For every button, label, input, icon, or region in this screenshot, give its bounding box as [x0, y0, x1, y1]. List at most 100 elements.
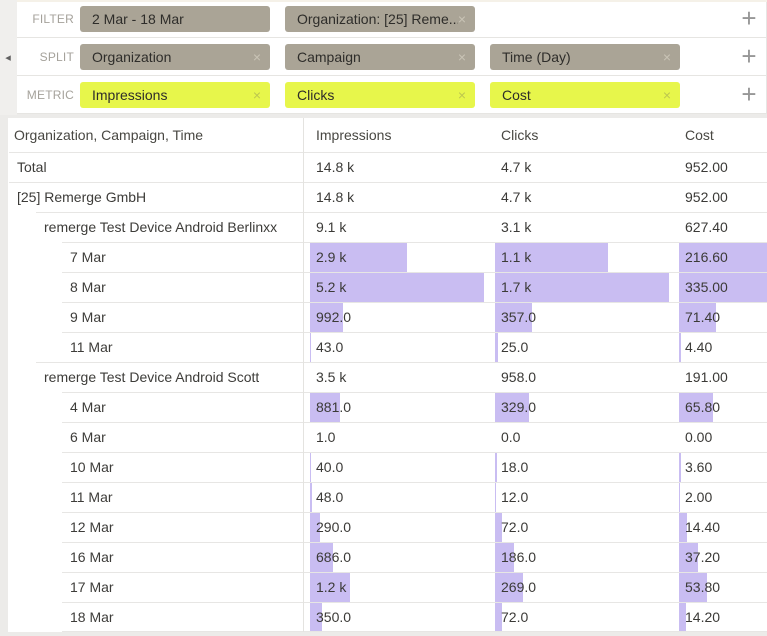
metric-cell: 216.60 — [672, 242, 767, 272]
table-row[interactable]: 11 Mar 48.0 12.0 2.00 — [8, 482, 767, 512]
chip-close-icon[interactable]: × — [662, 86, 671, 103]
metric-cell: 14.40 — [672, 512, 767, 542]
row-label[interactable]: 12 Mar — [70, 519, 114, 535]
row-label[interactable]: 6 Mar — [70, 429, 106, 445]
table-row[interactable]: 11 Mar 43.0 25.0 4.40 — [8, 332, 767, 362]
metric-cell: 5.2 k — [303, 272, 488, 302]
table-row[interactable]: 4 Mar 881.0 329.0 65.80 — [8, 392, 767, 422]
metric-value: 357.0 — [501, 309, 537, 325]
metric-value: 9.1 k — [316, 219, 347, 235]
metric-cell: 53.80 — [672, 572, 767, 602]
add-split-button[interactable]: + — [741, 40, 757, 71]
metric-cell: 357.0 — [488, 302, 672, 332]
split-chip[interactable]: Time (Day) × — [490, 43, 680, 70]
metric-cell: 3.1 k — [488, 212, 672, 242]
metric-cell: 1.1 k — [488, 242, 672, 272]
chip-close-icon[interactable]: × — [457, 10, 466, 27]
row-divider — [62, 602, 767, 603]
table-row[interactable]: 6 Mar 1.0 0.0 0.00 — [8, 422, 767, 452]
row-label[interactable]: 10 Mar — [70, 459, 114, 475]
metric-label: METRIC — [26, 87, 74, 102]
row-label[interactable]: 16 Mar — [70, 549, 114, 565]
add-metric-button[interactable]: + — [741, 78, 757, 109]
table-row[interactable]: [25] Remerge GmbH 14.8 k 4.7 k 952.00 — [8, 182, 767, 212]
filter-label: FILTER — [32, 11, 74, 26]
metric-value: 686.0 — [316, 549, 352, 565]
value-bar — [310, 513, 320, 542]
column-separator — [303, 118, 304, 632]
row-divider — [62, 422, 767, 423]
value-bar — [310, 573, 351, 602]
table-row[interactable]: 9 Mar 992.0 357.0 71.40 — [8, 302, 767, 332]
metric-chip[interactable]: Impressions × — [80, 81, 270, 108]
chip-close-icon[interactable]: × — [252, 86, 261, 103]
metric-cell: 25.0 — [488, 332, 672, 362]
table-row[interactable]: 12 Mar 290.0 72.0 14.40 — [8, 512, 767, 542]
split-chip[interactable]: Campaign × — [285, 43, 475, 70]
row-label[interactable]: 11 Mar — [70, 489, 113, 505]
row-label[interactable]: 11 Mar — [70, 339, 113, 355]
metric-cell: 191.00 — [672, 362, 767, 392]
table-row[interactable]: Total 14.8 k 4.7 k 952.00 — [8, 152, 767, 182]
metric-value: 952.00 — [685, 189, 728, 205]
metric-row: METRIC Impressions × Clicks × Cost × + — [17, 76, 766, 114]
table-row[interactable]: 8 Mar 5.2 k 1.7 k 335.00 — [8, 272, 767, 302]
column-header-clicks[interactable]: Clicks — [501, 127, 539, 143]
row-label[interactable]: remerge Test Device Android Berlinxx — [44, 219, 278, 235]
metric-value: 5.2 k — [316, 279, 347, 295]
column-header-impressions[interactable]: Impressions — [316, 127, 392, 143]
metric-value: 72.0 — [501, 609, 529, 625]
metric-value: 335.00 — [685, 279, 728, 295]
metric-value: 186.0 — [501, 549, 537, 565]
value-bar — [495, 453, 497, 482]
metric-cell: 14.8 k — [303, 152, 488, 182]
metric-value: 3.60 — [685, 459, 713, 475]
table-row[interactable]: 18 Mar 350.0 72.0 14.20 — [8, 602, 767, 632]
chip-label: Impressions — [92, 86, 168, 103]
chip-close-icon[interactable]: × — [662, 48, 671, 65]
metric-value: 37.20 — [685, 549, 721, 565]
metric-value: 1.7 k — [501, 279, 532, 295]
value-bar — [310, 453, 312, 482]
column-header-cost[interactable]: Cost — [685, 127, 714, 143]
metric-value: 329.0 — [501, 399, 537, 415]
filter-chip[interactable]: Organization: [25] Reme... × — [285, 5, 475, 32]
chip-close-icon[interactable]: × — [457, 48, 466, 65]
metric-cell: 329.0 — [488, 392, 672, 422]
metric-value: 71.40 — [685, 309, 721, 325]
metric-value: 350.0 — [316, 609, 352, 625]
add-filter-button[interactable]: + — [741, 2, 757, 33]
table-row[interactable]: remerge Test Device Android Berlinxx 9.1 … — [8, 212, 767, 242]
metric-cell: 958.0 — [488, 362, 672, 392]
chip-label: Organization — [92, 48, 172, 65]
row-divider — [62, 482, 767, 483]
row-label[interactable]: 17 Mar — [70, 579, 114, 595]
metric-value: 1.2 k — [316, 579, 347, 595]
table-row[interactable]: remerge Test Device Android Scott 3.5 k 95… — [8, 362, 767, 392]
row-divider — [36, 212, 767, 213]
window-top-edge — [17, 0, 767, 2]
row-label[interactable]: Total — [17, 159, 47, 175]
row-label[interactable]: 7 Mar — [70, 249, 106, 265]
row-label[interactable]: remerge Test Device Android Scott — [44, 369, 260, 385]
row-label[interactable]: 18 Mar — [70, 609, 114, 625]
table-row[interactable]: 16 Mar 686.0 186.0 37.20 — [8, 542, 767, 572]
metric-chip[interactable]: Cost × — [490, 81, 680, 108]
metric-chip[interactable]: Clicks × — [285, 81, 475, 108]
metric-value: 992.0 — [316, 309, 352, 325]
collapse-panel-icon[interactable]: ◂ — [5, 52, 11, 64]
table-row[interactable]: 17 Mar 1.2 k 269.0 53.80 — [8, 572, 767, 602]
row-label[interactable]: [25] Remerge GmbH — [17, 189, 147, 205]
value-bar — [495, 513, 503, 542]
row-label[interactable]: 9 Mar — [70, 309, 106, 325]
filter-chip[interactable]: 2 Mar - 18 Mar — [80, 5, 270, 32]
value-bar — [310, 243, 407, 272]
split-chip[interactable]: Organization × — [80, 43, 270, 70]
row-label[interactable]: 4 Mar — [70, 399, 106, 415]
chip-close-icon[interactable]: × — [252, 48, 261, 65]
table-row[interactable]: 7 Mar 2.9 k 1.1 k 216.60 — [8, 242, 767, 272]
split-row: SPLIT Organization × Campaign × Time (Day) × + — [17, 38, 766, 76]
chip-close-icon[interactable]: × — [457, 86, 466, 103]
table-row[interactable]: 10 Mar 40.0 18.0 3.60 — [8, 452, 767, 482]
row-label[interactable]: 8 Mar — [70, 279, 106, 295]
